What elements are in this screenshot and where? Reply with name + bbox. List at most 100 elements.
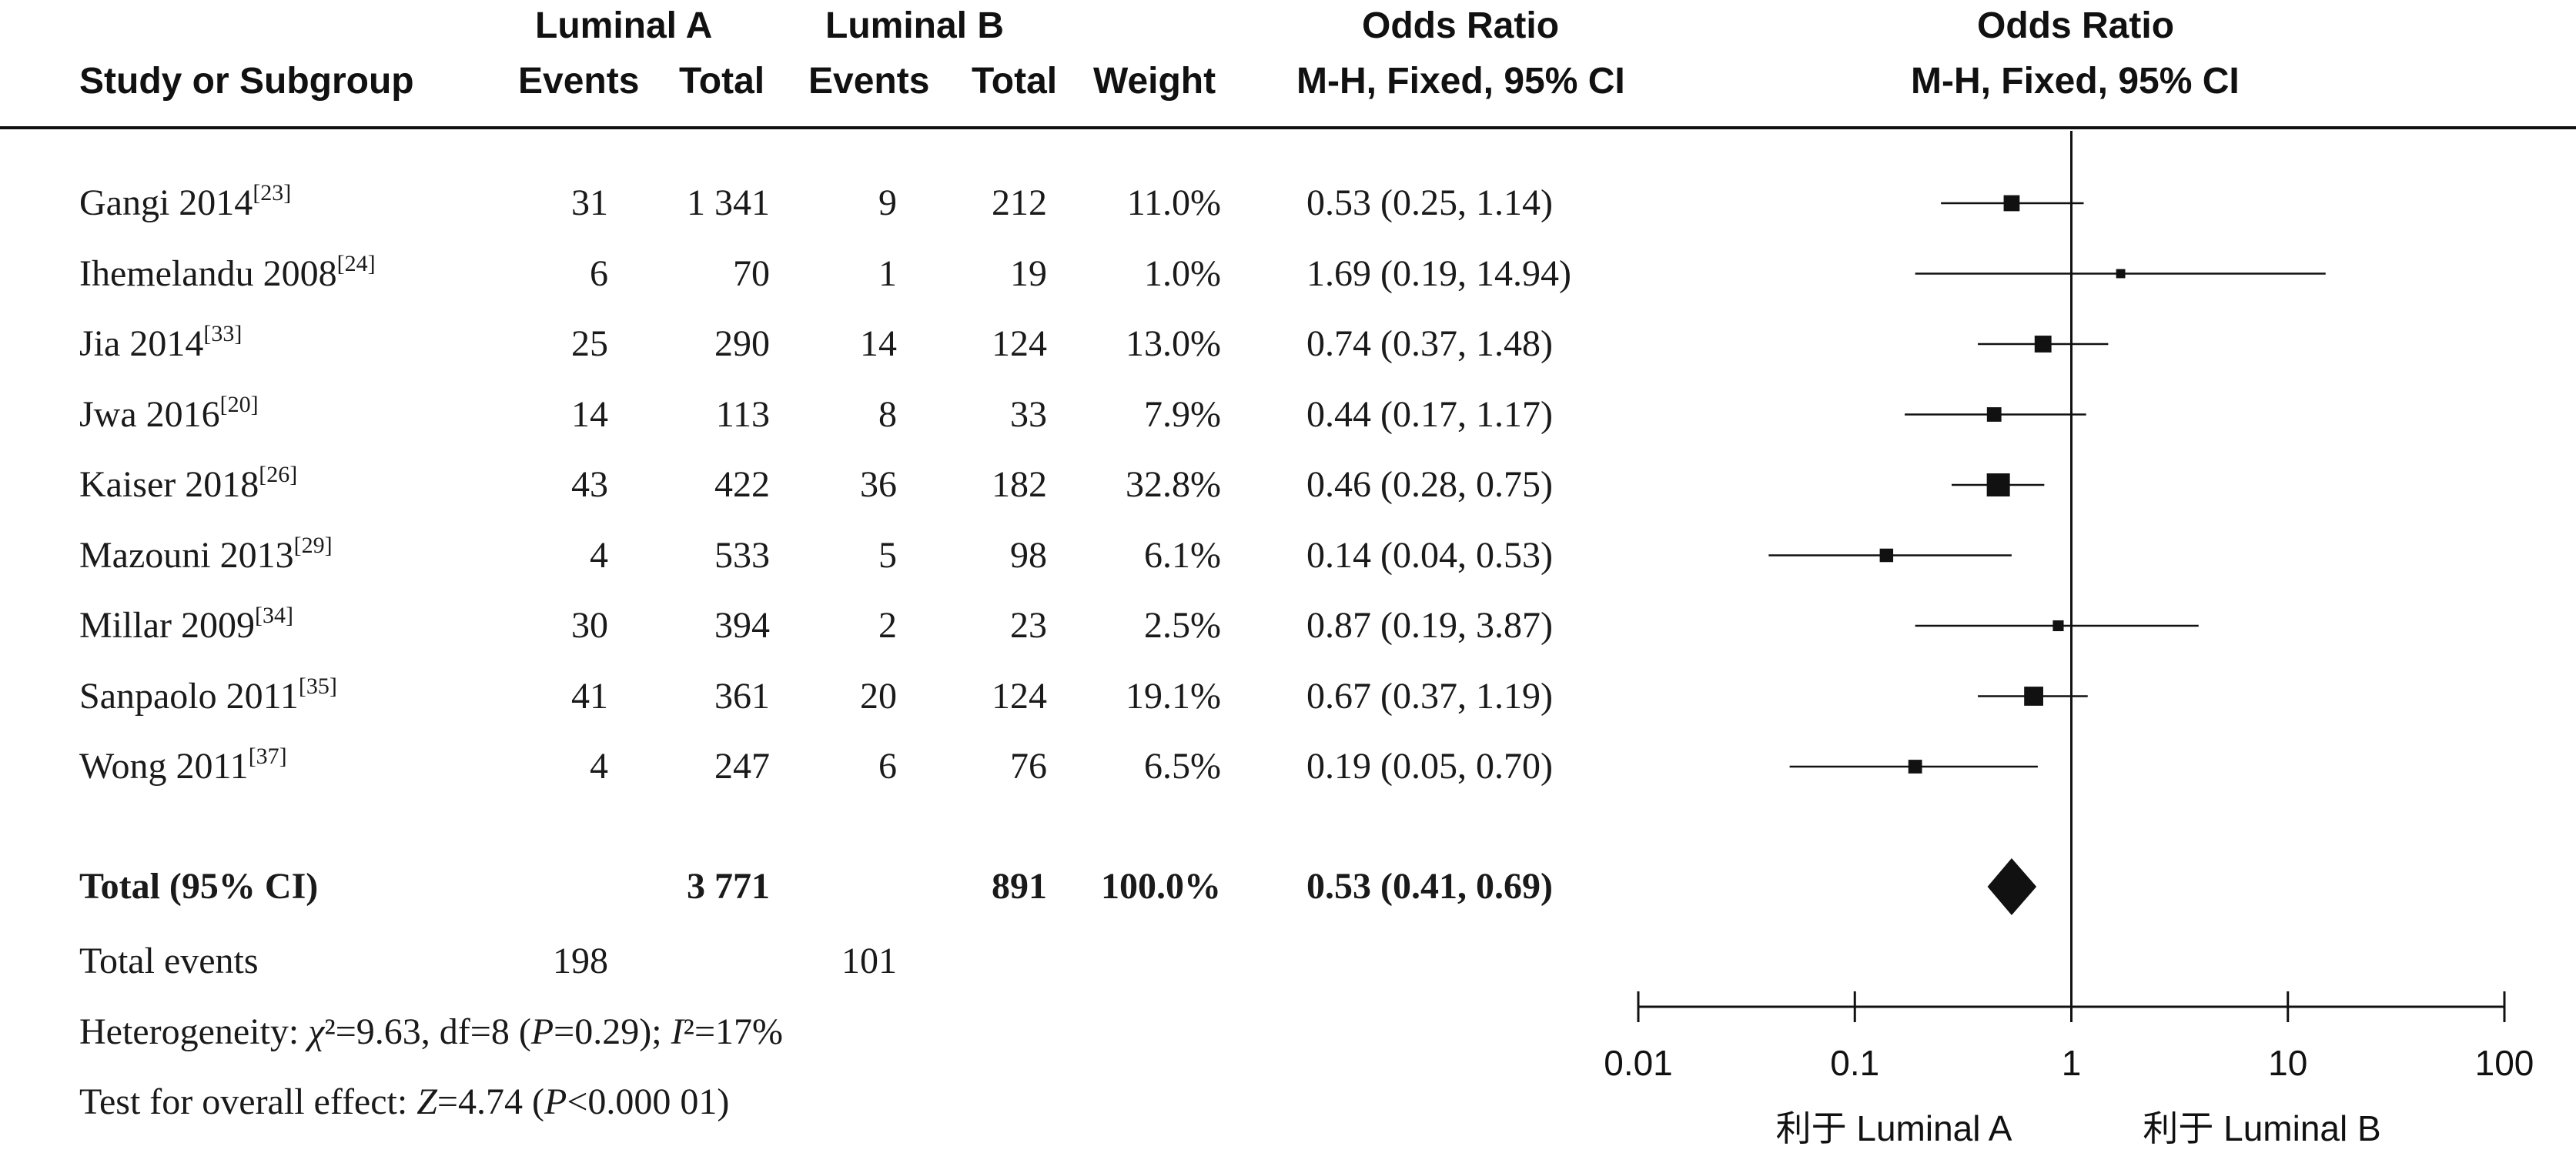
overall-effect-label: Test for overall effect: [79,1081,417,1122]
study-a-total: 70 [733,252,770,294]
header-plot-title: Odds Ratio [1977,5,2175,46]
study-ci-text: 0.74 (0.37, 1.48) [1306,323,1553,364]
study-weight: 11.0% [1126,182,1221,223]
study-b-events: 9 [878,182,897,223]
study-name-text: Kaiser 2018 [79,464,259,505]
study-point-estimate [1908,760,1922,774]
header-weight: Weight [1093,61,1216,102]
x-tick-label: 0.1 [1830,1043,1880,1083]
study-name: Millar 2009[34] [79,604,293,646]
study-a-total: 113 [715,393,770,435]
study-reference: [26] [259,462,298,487]
study-weight: 1.0% [1144,252,1221,294]
study-a-total: 1 341 [687,182,770,223]
study-a-events: 41 [571,675,608,717]
study-name: Jia 2014[33] [79,323,242,364]
total-events-b: 101 [841,941,897,981]
study-ci-text: 0.67 (0.37, 1.19) [1306,675,1553,717]
heterogeneity-p-value: =0.29); [554,1011,671,1052]
study-point-estimate [1986,407,2002,422]
study-b-total: 212 [992,182,1047,223]
study-ci-text: 0.44 (0.17, 1.17) [1306,393,1553,435]
header-b-total: Total [972,61,1058,102]
study-ci-text: 0.19 (0.05, 0.70) [1306,746,1553,787]
study-weight: 32.8% [1126,464,1221,505]
study-b-total: 98 [1010,534,1047,576]
study-name-text: Sanpaolo 2011 [79,675,299,717]
heterogeneity-text: Heterogeneity: χ²=9.63, df=8 (P=0.29); I… [79,1014,783,1051]
study-b-events: 8 [878,393,897,435]
total-b-total: 891 [992,866,1047,907]
heterogeneity-chi-value: ²=9.63, df=8 ( [324,1011,531,1052]
study-b-events: 6 [878,746,897,787]
study-b-total: 124 [992,675,1047,717]
study-ci-text: 1.69 (0.19, 14.94) [1306,252,1571,294]
header-plot-method: M-H, Fixed, 95% CI [1911,61,2240,102]
study-ci-text: 0.14 (0.04, 0.53) [1306,534,1553,576]
header-a-total: Total [679,61,765,102]
i-symbol: I [671,1011,684,1052]
overall-effect-z-value: =4.74 ( [437,1081,544,1122]
p-symbol: P [544,1081,567,1122]
study-point-estimate [1986,473,2010,496]
study-weight: 6.1% [1144,534,1221,576]
study-a-total: 290 [714,323,770,364]
favours-left-label: 利于 Luminal A [1775,1108,2012,1148]
study-a-total: 394 [714,605,770,646]
study-b-events: 14 [860,323,897,364]
z-symbol: Z [417,1081,437,1122]
study-a-events: 31 [571,182,608,223]
overall-effect-p-value: <0.000 01) [567,1081,730,1122]
study-ci-text: 0.53 (0.25, 1.14) [1306,182,1553,223]
pooled-diamond [1987,858,2037,915]
x-tick-label: 0.01 [1604,1043,1673,1083]
x-tick-label: 100 [2474,1043,2534,1083]
study-a-total: 422 [714,464,770,505]
study-name-text: Millar 2009 [79,605,255,646]
study-reference: [23] [253,180,292,206]
p-symbol: P [530,1011,554,1052]
overall-effect-text: Test for overall effect: Z=4.74 (P<0.000… [79,1084,729,1121]
study-b-total: 33 [1010,393,1047,435]
study-a-events: 30 [571,605,608,646]
study-ci-text: 0.87 (0.19, 3.87) [1306,605,1553,646]
study-b-events: 2 [878,605,897,646]
study-a-total: 247 [714,746,770,787]
study-a-events: 4 [590,746,608,787]
study-name-text: Jia 2014 [79,323,204,364]
study-a-total: 361 [714,675,770,717]
study-name-text: Mazouni 2013 [79,534,294,576]
study-reference: [37] [248,744,287,769]
study-b-events: 5 [878,534,897,576]
study-a-events: 43 [571,464,608,505]
study-reference: [35] [298,673,337,699]
total-a-total: 3 771 [687,866,770,907]
header-group-b: Luminal B [825,5,1005,46]
study-a-events: 6 [590,252,608,294]
study-name: Kaiser 2018[26] [79,463,297,505]
study-b-events: 36 [860,464,897,505]
header-or-title: Odds Ratio [1362,5,1560,46]
study-reference: [33] [203,321,243,346]
study-weight: 19.1% [1126,675,1221,717]
study-name: Mazouni 2013[29] [79,533,333,576]
study-weight: 13.0% [1126,323,1221,364]
study-b-total: 23 [1010,605,1047,646]
study-a-events: 14 [571,393,608,435]
study-point-estimate [2034,336,2052,353]
study-reference: [29] [293,532,333,558]
study-name: Jwa 2016[20] [79,393,259,433]
heterogeneity-i-value: ²=17% [683,1011,783,1052]
x-tick-label: 1 [2061,1043,2082,1083]
study-b-total: 124 [992,323,1047,364]
study-b-total: 182 [992,464,1047,505]
study-point-estimate [2116,269,2126,279]
header-a-events: Events [518,61,640,102]
header-rule [0,126,2576,129]
chi-symbol: χ [308,1011,325,1052]
study-name-text: Wong 2011 [79,746,249,787]
study-ci-text: 0.46 (0.28, 0.75) [1306,464,1553,505]
study-point-estimate [2024,687,2043,706]
header-or-method: M-H, Fixed, 95% CI [1296,61,1625,102]
